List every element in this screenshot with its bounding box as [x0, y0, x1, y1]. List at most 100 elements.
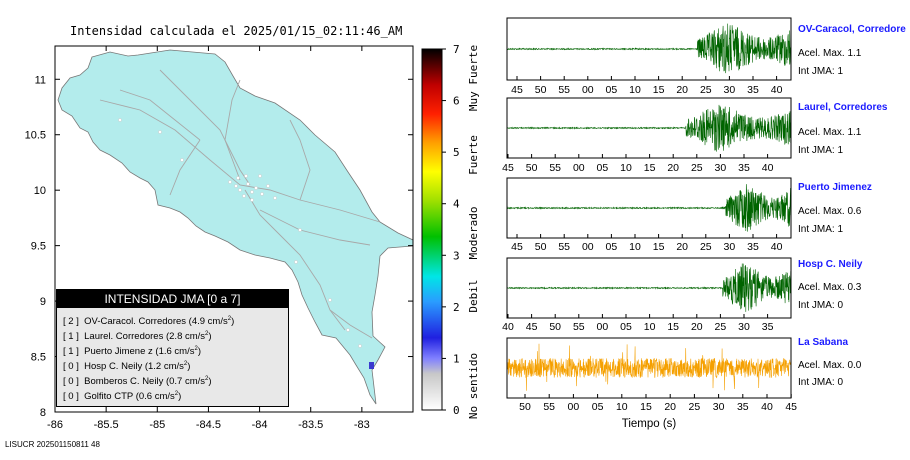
waveform-4-tick-label-2: 45 — [526, 321, 538, 333]
waveform-3-tick-label-6: 10 — [629, 241, 641, 253]
station-name-3: Puerto Jimenez — [798, 182, 872, 193]
waveform-trace-5 — [506, 343, 792, 391]
map-station-dot-5 — [242, 194, 246, 198]
colorbar-tick-label-8: 7 — [453, 43, 460, 56]
legend-item-4: [ 0 ] Hosp C. Neily (1.2 cm/s2) — [63, 361, 191, 373]
colorbar-category-5: Muy Fuerte — [467, 45, 480, 111]
chart-title: Intensidad calculada el 2025/01/15_02:11… — [70, 24, 403, 38]
map-road-9 — [329, 309, 373, 339]
waveform-1-tick-label-12: 40 — [771, 84, 783, 96]
colorbar-tick-label-4: 3 — [453, 249, 460, 262]
costa-rica-landmass — [57, 49, 413, 405]
waveform-5-tick-label-8: 25 — [689, 401, 701, 413]
station-name-4: Hosp C. Neily — [798, 259, 863, 270]
legend-item-6: [ 0 ] Golfito CTP (0.6 cm/s2) — [63, 391, 182, 403]
station-acel-4: Acel. Max. 0.3 — [798, 282, 862, 293]
waveform-4-tick-label-7: 10 — [644, 321, 656, 333]
waveform-1-tick-label-11: 35 — [747, 84, 759, 96]
station-int-3: Int JMA: 1 — [798, 224, 844, 235]
waveform-1-tick-label-8: 20 — [676, 84, 688, 96]
legend-item-3: [ 1 ] Puerto Jimene z (1.6 cm/s2) — [63, 346, 201, 358]
map-road-3 — [159, 69, 251, 186]
waveform-2-tick-label-1: 45 — [502, 162, 514, 174]
waveform-1-tick-label-4: 00 — [582, 84, 594, 96]
colorbar-tick-label-7: 6 — [453, 95, 460, 108]
station-name-1: OV-Caracol, Corredore — [798, 24, 906, 35]
waveform-2-tick-label-11: 35 — [738, 162, 750, 174]
waveform-3-tick-label-3: 55 — [558, 241, 570, 253]
map-road-6 — [169, 139, 201, 196]
waveform-5-tick-label-3: 00 — [568, 401, 580, 413]
waveform-frame-2 — [506, 97, 792, 159]
map-xtick-label-2: -85.5 — [94, 419, 119, 431]
legend-item-2: [ 1 ] Laurel. Corredores (2.8 cm/s2) — [63, 331, 212, 343]
waveform-2-tick-label-7: 15 — [644, 162, 656, 174]
map-station-dot-14 — [258, 174, 262, 178]
waveform-trace-1 — [506, 23, 792, 74]
map-station-dot-22 — [358, 344, 362, 348]
map-xtick-label-1: -86 — [47, 419, 63, 431]
map-station-dot-19 — [328, 298, 332, 302]
station-int-5: Int JMA: 0 — [798, 377, 844, 388]
waveform-3-tick-label-7: 15 — [653, 241, 665, 253]
map-xtick-label-3: -85 — [149, 419, 165, 431]
waveform-4-tick-label-8: 15 — [667, 321, 679, 333]
waveform-frame-4 — [506, 257, 792, 319]
map-ytick-label-7: 8 — [40, 407, 46, 419]
map-station-dot-20 — [346, 328, 350, 332]
waveform-2-tick-label-2: 50 — [526, 162, 538, 174]
waveform-4-tick-label-1: 40 — [502, 321, 514, 333]
map-station-dot-2 — [238, 188, 242, 192]
waveform-3-tick-label-8: 20 — [676, 241, 688, 253]
waveform-1-tick-label-6: 10 — [629, 84, 641, 96]
waveform-trace-2 — [506, 104, 792, 152]
waveform-2-tick-label-6: 10 — [620, 162, 632, 174]
map-road-2 — [119, 89, 201, 141]
colorbar-tick-label-6: 5 — [453, 146, 460, 159]
map-station-dot-17 — [118, 118, 122, 122]
colorbar-category-4: Fuerte — [467, 135, 480, 175]
map-station-dot-13 — [244, 174, 248, 178]
waveform-3-tick-label-11: 35 — [747, 241, 759, 253]
station-name-5: La Sabana — [798, 337, 849, 348]
waveform-5-tick-label-11: 40 — [761, 401, 773, 413]
waveform-5-tick-label-6: 15 — [640, 401, 652, 413]
map-station-dot-3 — [246, 182, 250, 186]
map-frame — [54, 45, 414, 413]
station-acel-5: Acel. Max. 0.0 — [798, 360, 862, 371]
map-station-dot-18 — [298, 228, 302, 232]
waveform-1-tick-label-1: 45 — [511, 84, 523, 96]
waveform-2-tick-label-9: 25 — [691, 162, 703, 174]
station-acel-2: Acel. Max. 1.1 — [798, 127, 862, 138]
intensity-legend: INTENSIDAD JMA [0 a 7] [ 2 ] OV-Caracol.… — [56, 289, 289, 407]
colorbar-category-2: Debil — [467, 279, 480, 312]
waveform-4-tick-label-10: 25 — [715, 321, 727, 333]
map-station-marker — [369, 362, 374, 369]
station-name-2: Laurel, Corredores — [798, 102, 888, 113]
waveform-1-tick-label-3: 55 — [558, 84, 570, 96]
waveform-2-tick-label-12: 40 — [762, 162, 774, 174]
map-road-7 — [289, 119, 311, 201]
waveform-3-tick-label-10: 30 — [724, 241, 736, 253]
colorbar-category-3: Moderado — [467, 207, 480, 260]
waveform-5-tick-label-10: 35 — [737, 401, 749, 413]
waveform-trace-3 — [506, 184, 792, 232]
colorbar-tick-label-2: 1 — [453, 352, 460, 365]
map-station-dot-9 — [228, 180, 232, 184]
waveform-frame-1 — [506, 17, 792, 81]
waveform-frame-3 — [506, 177, 792, 239]
colorbar-tick-label-3: 2 — [453, 301, 460, 314]
map-ytick-label-3: 10 — [34, 185, 46, 197]
waveform-3-tick-label-1: 45 — [511, 241, 523, 253]
map-station-dot-10 — [266, 184, 270, 188]
waveform-4-tick-label-3: 50 — [549, 321, 561, 333]
waveform-5-tick-label-9: 30 — [713, 401, 725, 413]
station-int-2: Int JMA: 1 — [798, 145, 844, 156]
map-station-dot-12 — [250, 198, 254, 202]
waveform-3-tick-label-9: 25 — [700, 241, 712, 253]
map-xtick-label-5: -84 — [252, 419, 268, 431]
legend-item-5: [ 0 ] Bomberos C. Neily (0.7 cm/s2) — [63, 376, 212, 388]
colorbar-tick-label-1: 0 — [453, 404, 460, 417]
footer-id: LISUCR 202501150811 48 — [5, 440, 100, 449]
waveform-5-tick-label-12: 45 — [785, 401, 797, 413]
